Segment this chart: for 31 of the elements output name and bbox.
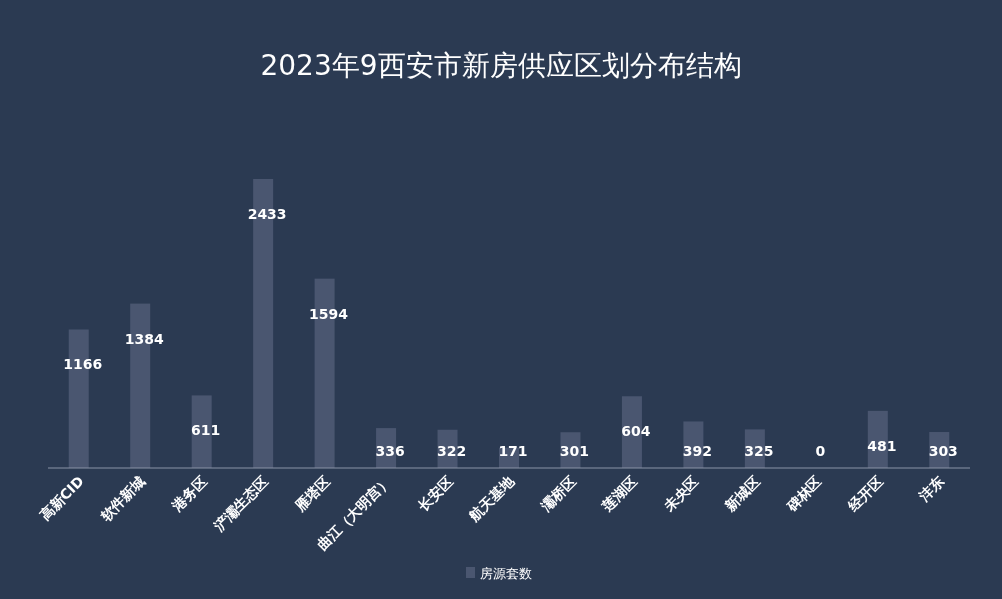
x-tick-label: 软件新城 xyxy=(96,472,149,525)
x-tick-label: 港务区 xyxy=(168,472,210,515)
x-tick-label: 高新CID xyxy=(36,472,87,524)
x-tick-label: 航天基地 xyxy=(465,472,518,525)
data-label: 1594 xyxy=(309,305,349,322)
x-tick-label: 新城区 xyxy=(721,472,763,515)
x-tick-label: 灞桥区 xyxy=(536,472,579,515)
data-label: 322 xyxy=(436,443,467,459)
x-tick-label: 雁塔区 xyxy=(291,472,333,515)
x-tick-label: 浐灞生态区 xyxy=(209,472,272,535)
data-label: 1166 xyxy=(63,356,103,373)
data-label: 1384 xyxy=(124,330,164,347)
data-label: 301 xyxy=(559,443,590,459)
data-label: 336 xyxy=(375,443,405,459)
data-label: 171 xyxy=(498,443,528,459)
data-label: 604 xyxy=(621,423,651,440)
data-label: 611 xyxy=(191,422,221,439)
data-label: 2433 xyxy=(247,206,287,222)
x-tick-label: 经开区 xyxy=(844,472,886,515)
data-label: 0 xyxy=(815,443,826,459)
x-tick-label: 沣东 xyxy=(915,472,948,505)
x-tick-label: 长安区 xyxy=(413,472,456,515)
legend-label: 房源套数 xyxy=(480,566,532,581)
chart-title: 2023年9西安市新房供应区划分布结构 xyxy=(260,49,742,82)
x-tick-label: 碑林区 xyxy=(782,472,825,515)
data-label: 392 xyxy=(682,443,713,459)
x-tick-label: 莲湖区 xyxy=(598,472,641,515)
data-label: 481 xyxy=(867,437,897,454)
data-label: 325 xyxy=(744,443,774,459)
x-tick-label: 未央区 xyxy=(659,472,702,515)
data-label: 303 xyxy=(928,443,958,459)
